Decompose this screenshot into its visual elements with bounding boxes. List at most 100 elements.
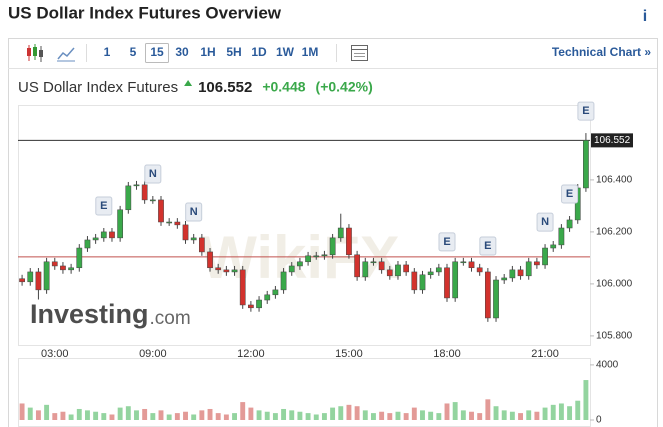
x-tick-label: 03:00 (41, 348, 69, 360)
x-tick-label: 21:00 (531, 348, 559, 360)
timeframe-button[interactable]: 15 (150, 45, 164, 59)
volume-bar (109, 414, 115, 420)
volume-bar (509, 411, 515, 420)
candle-body (223, 269, 230, 273)
event-label[interactable]: E (100, 200, 107, 212)
volume-bar (223, 414, 229, 420)
candle-body (460, 261, 467, 264)
candle-body (174, 221, 181, 226)
candles-icon[interactable] (27, 44, 43, 62)
candle-body (256, 299, 262, 309)
candle-body (19, 278, 25, 283)
candle-body (84, 239, 91, 249)
timeframe-button[interactable]: 1M (302, 45, 319, 59)
candle-body (264, 294, 271, 301)
event-label[interactable]: E (582, 105, 589, 117)
price-tag-label: 106.552 (594, 135, 631, 146)
candle-body (444, 267, 450, 299)
y-tick-label: 106.200 (596, 227, 633, 238)
candle-body (141, 184, 148, 201)
candle-body (427, 271, 434, 276)
volume-bar (518, 413, 523, 420)
timeframe-button[interactable]: 1W (276, 45, 295, 59)
volume-bar (346, 404, 352, 420)
volume-bar (68, 414, 74, 420)
volume-bar (272, 413, 278, 420)
technical-chart-link[interactable]: Technical Chart » (552, 45, 651, 59)
investing-com-watermark: .com (150, 308, 191, 329)
candle-body (550, 244, 557, 249)
timeframe-button[interactable]: 1D (251, 45, 267, 59)
timeframe-button[interactable]: 5 (130, 45, 137, 59)
candle-body (133, 184, 140, 187)
investing-watermark: Investing (30, 299, 149, 329)
volume-bar (321, 413, 327, 420)
volume-bar (420, 410, 425, 420)
volume-bar (207, 408, 213, 420)
candle-body (501, 277, 508, 281)
volume-bar (60, 411, 66, 420)
event-marker[interactable] (479, 236, 497, 256)
volume-bar (191, 414, 197, 420)
candle-body (190, 237, 197, 241)
candle-body (35, 271, 42, 291)
table-icon[interactable] (351, 45, 368, 61)
volume-bar (183, 411, 188, 420)
active-timeframe[interactable] (145, 43, 169, 63)
candle-body (395, 264, 401, 277)
candle-body (51, 261, 58, 267)
event-marker[interactable] (185, 202, 203, 222)
event-label[interactable]: E (484, 240, 491, 252)
event-marker[interactable] (144, 164, 162, 184)
event-label[interactable]: E (566, 188, 573, 200)
volume-bar (150, 413, 156, 420)
candle-body (354, 254, 360, 278)
event-marker[interactable] (536, 212, 554, 232)
volume-bar (330, 407, 336, 420)
candle-body (248, 304, 254, 309)
x-tick-label: 18:00 (433, 348, 461, 360)
volume-bar (354, 406, 360, 420)
volume-bar (125, 406, 131, 420)
volume-bar (19, 403, 25, 420)
event-marker[interactable] (577, 101, 595, 121)
timeframe-button[interactable]: 5H (226, 45, 241, 59)
candle-body (362, 261, 369, 278)
event-marker[interactable] (438, 232, 456, 252)
info-icon[interactable]: i (643, 8, 647, 25)
candle-body (280, 271, 287, 291)
volume-bar (101, 413, 107, 420)
timeframe-button[interactable]: 30 (175, 45, 189, 59)
y-tick-label: 106.000 (596, 279, 633, 290)
volume-bar (444, 403, 450, 420)
volume-bar (52, 413, 58, 420)
candle-body (198, 237, 205, 253)
candle-body (215, 267, 222, 271)
event-marker[interactable] (561, 184, 579, 204)
event-marker[interactable] (95, 196, 113, 216)
volume-bar (76, 408, 82, 420)
x-tick-label: 09:00 (139, 348, 167, 360)
volume-bar (256, 410, 262, 420)
volume-bar (436, 413, 442, 420)
candle-body (288, 265, 295, 273)
timeframe-button[interactable]: 1 (104, 45, 111, 59)
event-label[interactable]: N (541, 216, 549, 228)
volume-bar (452, 402, 458, 420)
volume-bar (35, 410, 41, 420)
event-label[interactable]: E (443, 236, 450, 248)
candle-body (207, 251, 213, 269)
candle-body (386, 269, 393, 277)
line-icon[interactable] (57, 47, 75, 62)
event-label[interactable]: N (190, 206, 198, 218)
volume-bar (542, 407, 548, 420)
candle-body (166, 221, 173, 224)
timeframe-button[interactable]: 1H (200, 45, 215, 59)
candle-body (378, 261, 385, 271)
candle-body (525, 261, 532, 277)
event-label[interactable]: N (149, 168, 157, 180)
volume-bar (313, 414, 319, 420)
volume-bar (166, 414, 172, 420)
plot: 105.800 106.000 106.200 106.400 03:00 09:00 12… (18, 101, 633, 426)
